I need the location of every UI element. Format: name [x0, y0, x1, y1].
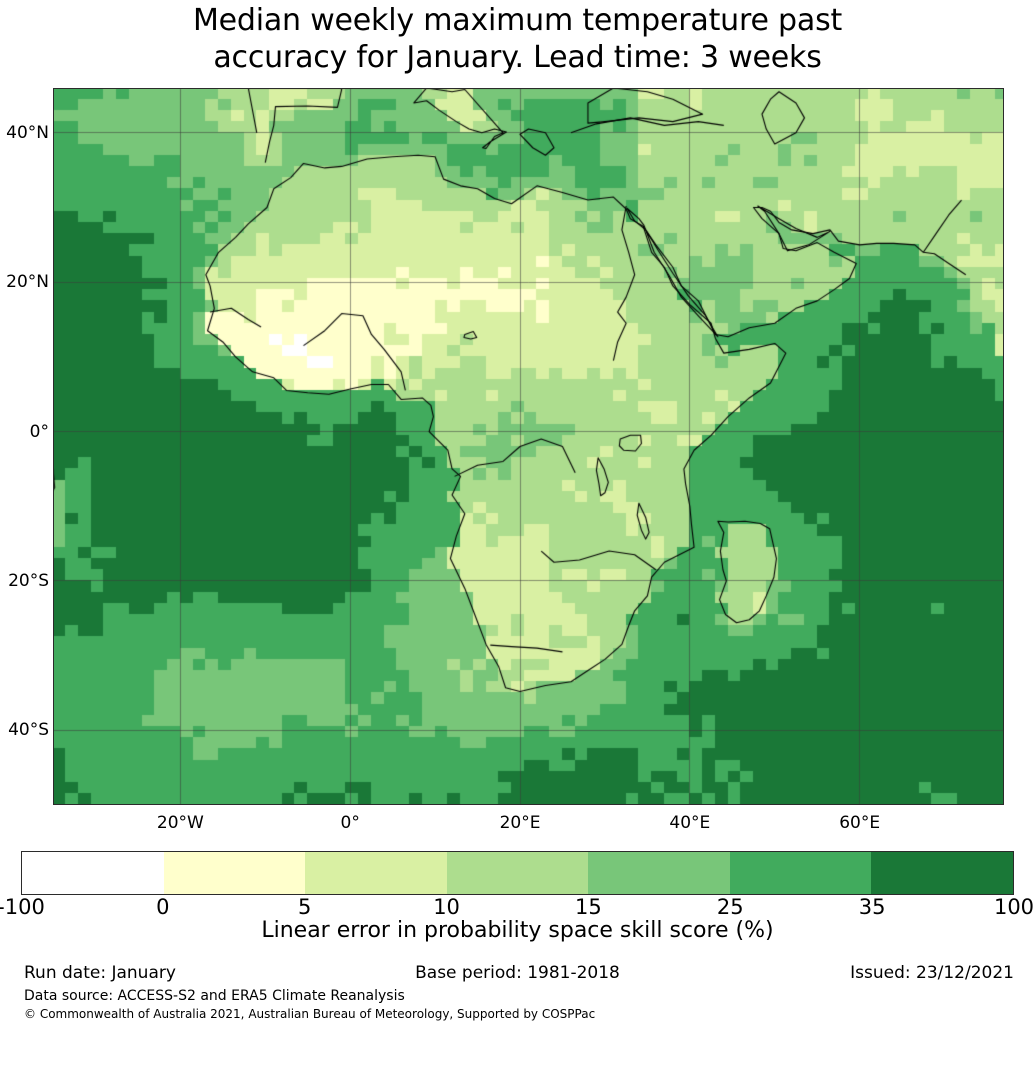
footer-issued-date: Issued: 23/12/2021 [850, 963, 1014, 983]
x-tick-label: 20°E [499, 813, 541, 833]
colorbar-tick-label: 10 [433, 895, 460, 919]
y-tick-label: 40°S [8, 720, 49, 741]
x-tick-label: 40°E [669, 813, 711, 833]
colorbar-segment [446, 852, 589, 894]
y-tick-label: 20°N [6, 272, 49, 293]
figure-title: Median weekly maximum temperature past a… [0, 2, 1035, 76]
y-tick-label: 20°S [8, 570, 49, 591]
figure-title-line1: Median weekly maximum temperature past [192, 3, 843, 38]
colorbar-tick-label: 5 [298, 895, 312, 919]
colorbar-tick-label: 0 [156, 895, 170, 919]
colorbar-segment [22, 852, 164, 894]
colorbar [21, 851, 1014, 895]
y-tick-label: 0° [29, 421, 49, 442]
colorbar-segment [729, 852, 872, 894]
skill-score-heatmap [53, 88, 1004, 805]
colorbar-tick-label: 100 [993, 895, 1035, 919]
x-tick-label: 0° [340, 813, 360, 833]
figure-title-line2: accuracy for January. Lead time: 3 weeks [213, 40, 822, 75]
footer-data-source: Data source: ACCESS-S2 and ERA5 Climate … [24, 988, 405, 1004]
colorbar-tick-label: -100 [0, 895, 45, 919]
footer-base-period: Base period: 1981-2018 [415, 963, 620, 983]
colorbar-segment [871, 852, 1014, 894]
x-tick-label: 20°W [156, 813, 204, 833]
y-tick-label: 40°N [6, 122, 49, 143]
footer-run-date: Run date: January [24, 963, 176, 983]
map-panel [53, 88, 1004, 805]
colorbar-tick-label: 25 [716, 895, 744, 919]
colorbar-tick-label: 15 [575, 895, 602, 919]
footer-copyright: © Commonwealth of Australia 2021, Austra… [24, 1007, 596, 1021]
colorbar-tick-label: 35 [858, 895, 886, 919]
colorbar-segment [163, 852, 306, 894]
colorbar-segment [588, 852, 730, 894]
x-tick-label: 60°E [839, 813, 881, 833]
colorbar-axis-label: Linear error in probability space skill … [261, 918, 774, 943]
colorbar-wrap: -100 0 5 10 15 25 35 100 [0, 851, 1034, 918]
colorbar-segment [305, 852, 447, 894]
